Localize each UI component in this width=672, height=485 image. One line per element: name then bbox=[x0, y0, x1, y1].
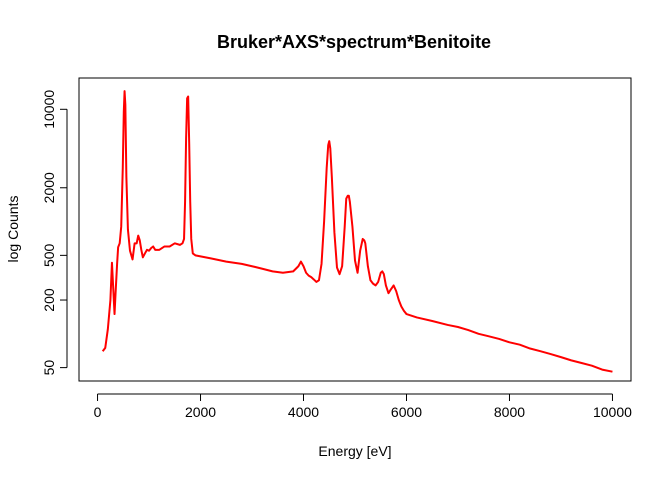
series-layer bbox=[101, 90, 613, 373]
chart-title: Bruker*AXS*spectrum*Benitoite bbox=[217, 32, 491, 52]
x-tick-label: 2000 bbox=[185, 404, 216, 420]
x-axis-label: Energy [eV] bbox=[318, 443, 391, 459]
x-axis: 0 2000 4000 6000 8000 10000 bbox=[94, 393, 632, 420]
y-tick-label: 2000 bbox=[41, 172, 57, 203]
y-axis-label: log Counts bbox=[5, 196, 21, 263]
x-tick-label: 10000 bbox=[593, 404, 632, 420]
spectrum-line bbox=[101, 90, 613, 373]
x-tick-label: 4000 bbox=[288, 404, 319, 420]
y-tick-label: 500 bbox=[41, 243, 57, 267]
y-tick-label: 50 bbox=[41, 360, 57, 376]
x-tick-label: 0 bbox=[94, 404, 102, 420]
y-axis: 50 200 500 2000 10000 bbox=[41, 90, 68, 376]
plot-frame bbox=[78, 77, 632, 382]
y-tick-label: 200 bbox=[41, 288, 57, 312]
y-tick-label: 10000 bbox=[41, 90, 57, 129]
x-tick-label: 8000 bbox=[494, 404, 525, 420]
x-tick-label: 6000 bbox=[391, 404, 422, 420]
